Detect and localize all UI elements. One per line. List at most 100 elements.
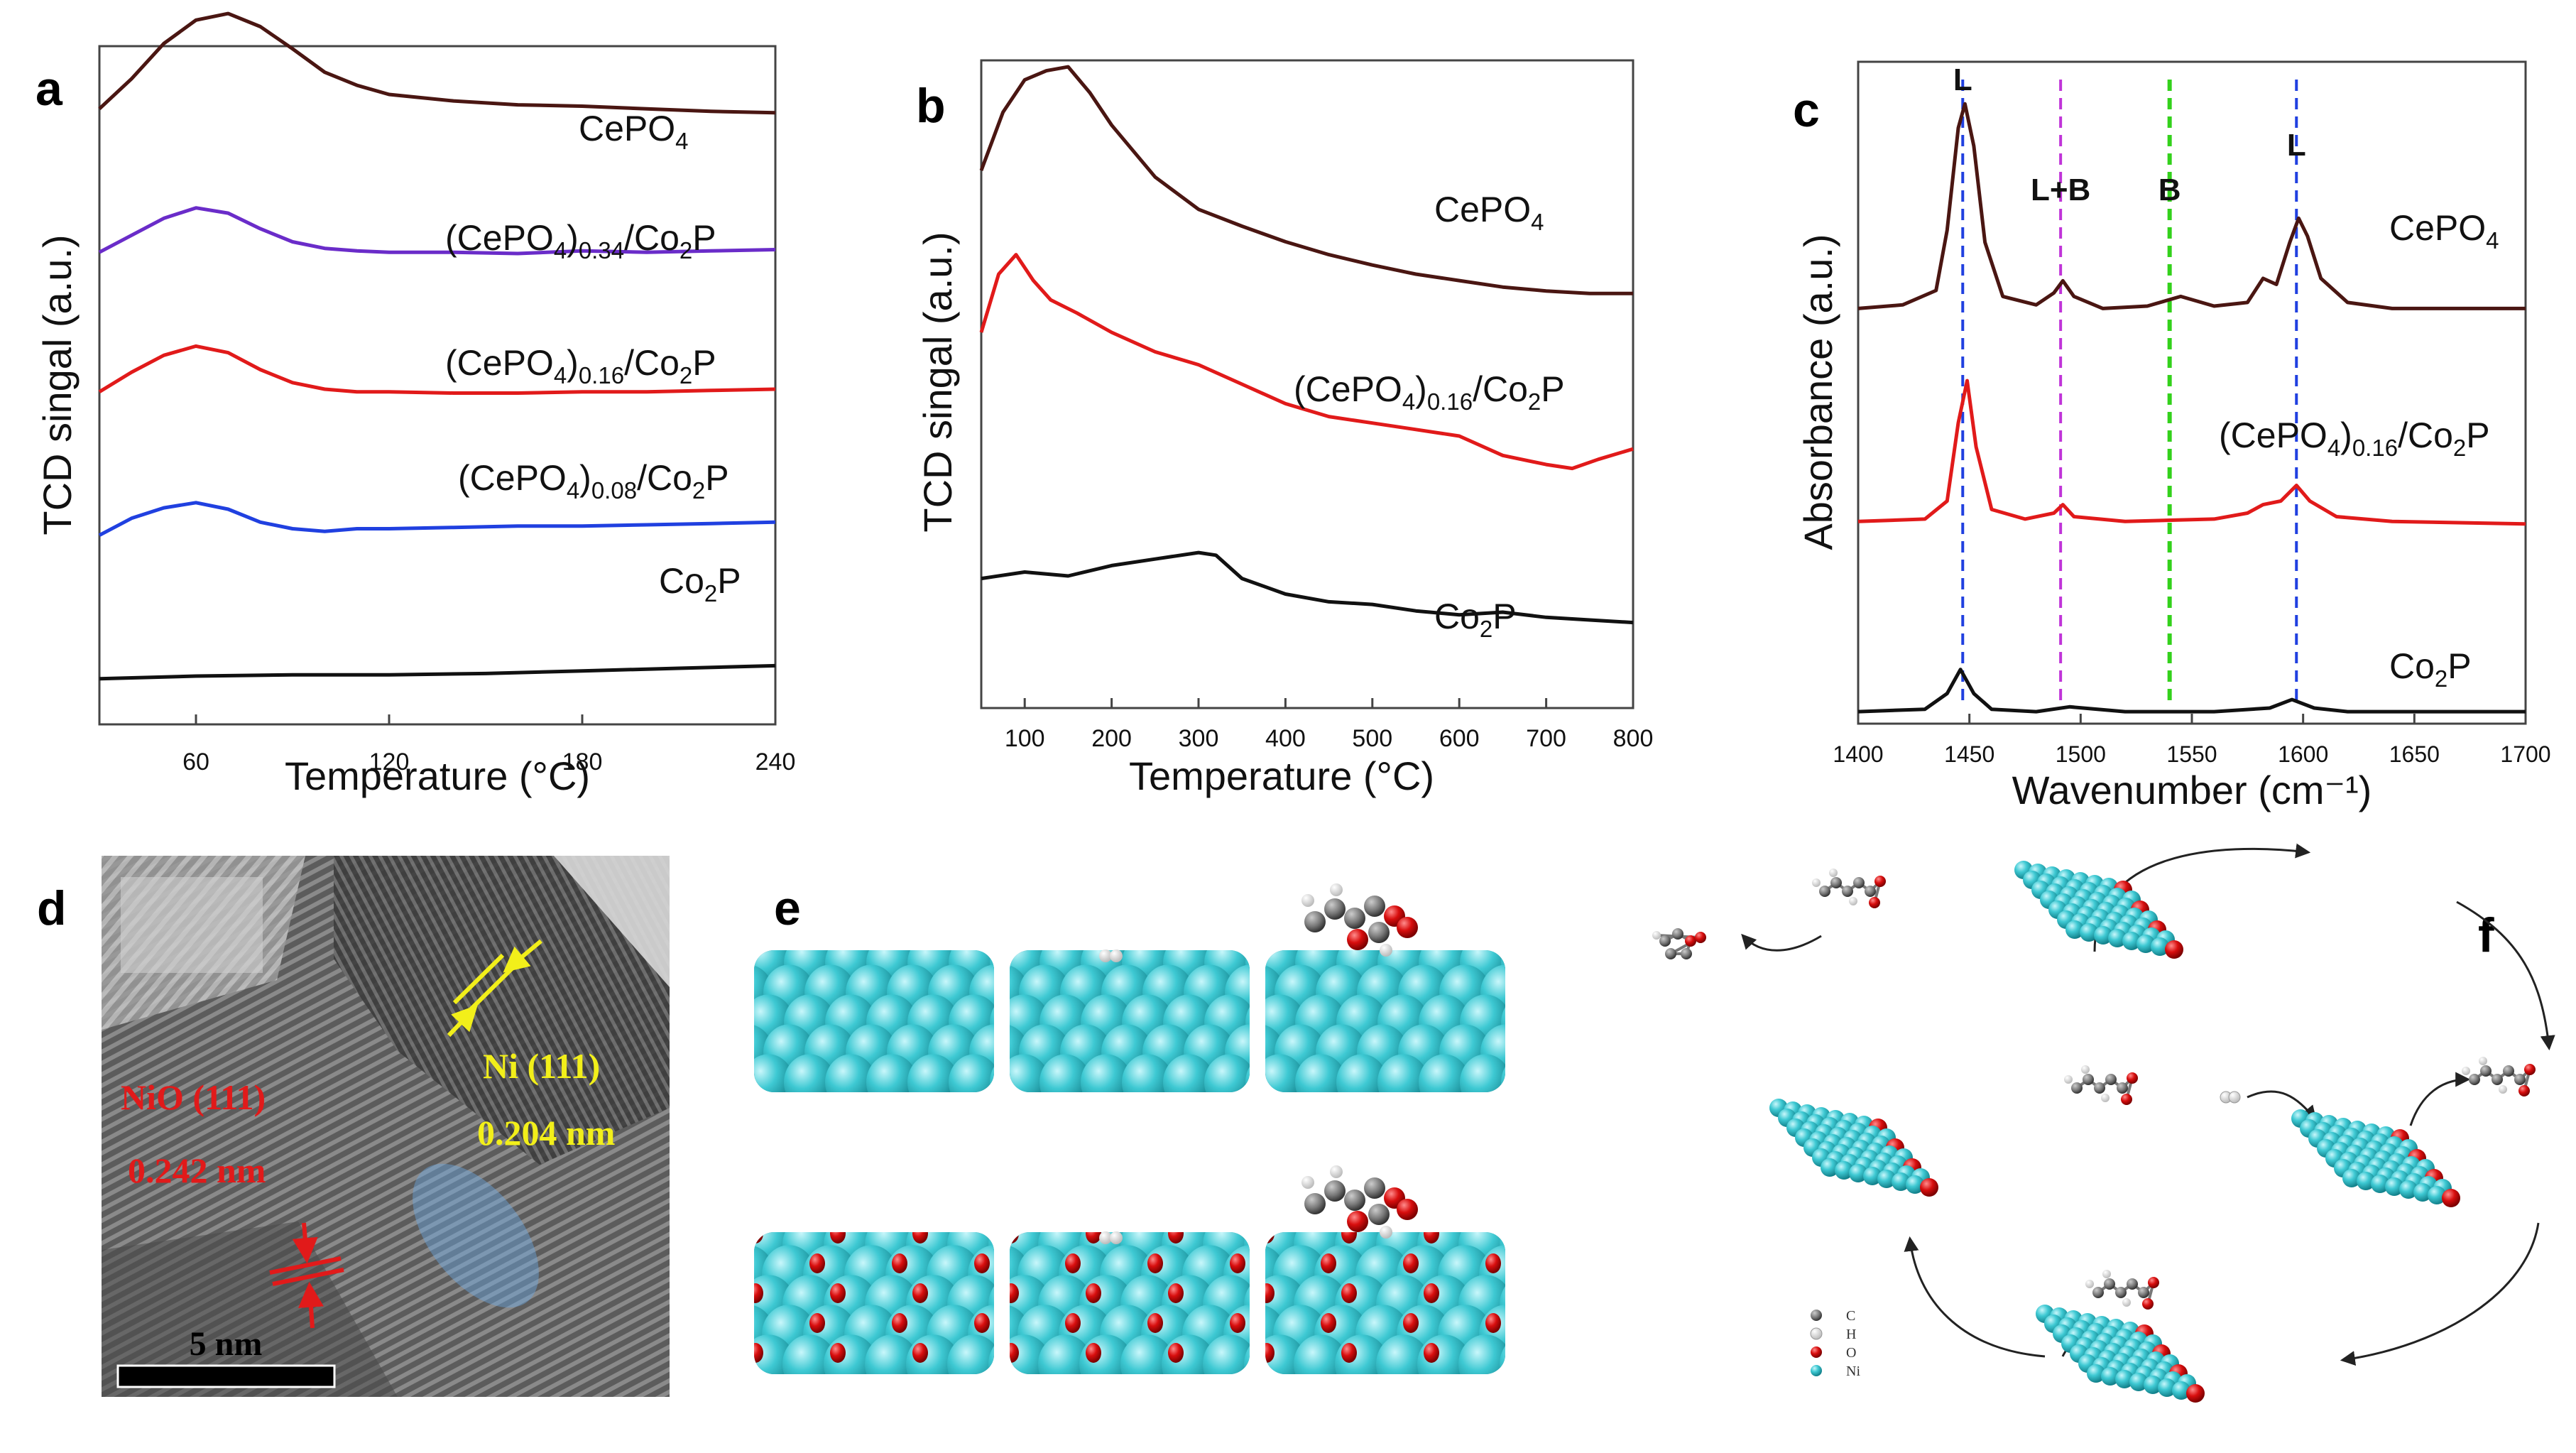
chart-c-xtick-label-4: 1600 [2278,741,2328,767]
ni-spacing-marker [447,939,542,1038]
chart-b-label-016: (CePO4)0.16/Co2P [1294,369,1565,415]
chart-c-frame [1857,60,2527,725]
chart-c-ref-label-2: B [2159,173,2181,207]
chart-b-label-co2p: Co2P [1434,597,1517,642]
chart-a-xtick-label-0: 60 [182,749,209,776]
chart-c: L L+B B L 1400 1450 1500 1550 1600 1650 1700 CePO… [1796,60,2551,812]
chart-c-ticks-group: 1400 1450 1500 1550 1600 1650 1700 [1833,714,2551,767]
panel-letter-b: b [916,79,946,133]
slab-tile-2 [1265,883,1505,1092]
h2-adsorption-arrow [2247,1090,2317,1121]
chart-c-ref-label-1: L+B [2031,173,2090,207]
chart-a-label-co2p: Co2P [659,561,741,606]
chart-b-series-labels: CePO4 (CePO4)0.16/Co2P Co2P [1294,190,1565,642]
slab-models [754,883,1505,1374]
panel-letter-e: e [774,881,801,935]
cycle-molecule-5 [2220,1091,2241,1104]
legend-ni-label: Ni [1846,1364,1860,1379]
chart-b-series-line-0 [979,65,1633,295]
chart-a-series-line-0 [98,11,776,115]
slab-tile-0 [754,950,994,1092]
panel-letter-a: a [36,62,63,116]
cycle-molecule-0 [1652,928,1706,959]
chart-c-series-line-2 [1857,668,2526,714]
chart-a-label-016: (CePO4)0.16/Co2P [445,343,716,388]
chart-c-reference-lines: L L+B B L [1953,62,2306,702]
chart-b-series-group [979,65,1634,625]
tem-highlight-region [413,1163,539,1308]
chart-a-ylabel: TCD singal (a.u.) [35,234,80,535]
chart-c-series-line-1 [1857,379,2526,526]
chart-c-xtick-label-3: 1550 [2166,741,2217,767]
chart-b-xtick-label-2: 300 [1179,725,1219,752]
nio-plane-label: NiO (111) [121,1077,266,1117]
cycle-slab-2 [2036,1305,2205,1403]
panel-letter-c: c [1793,83,1820,137]
chart-b-ticks-group: 100 200 300 400 500 600 700 800 [1005,698,1653,752]
cycle-molecule-3 [2462,1057,2536,1096]
chart-b-frame [980,59,1634,709]
chart-a-frame [98,45,777,726]
reaction-cycle: C H O Ni [1652,843,2555,1403]
chart-c-xtick-label-6: 1700 [2500,741,2550,767]
cycle-arrow-right-bottom [2340,1222,2540,1366]
chart-a: 60 120 180 240 CePO4 (CePO4)0.34/Co2P (CePO… [35,11,795,798]
nio-spacing-marker [269,1222,344,1329]
panel-letter-d: d [37,881,67,935]
tem-bright-patch [121,877,263,973]
legend-h-label: H [1846,1327,1856,1342]
cycle-arrow-right-top [2456,900,2555,1051]
chart-a-label-cepo4: CePO4 [579,109,689,154]
legend-o-label: O [1846,1345,1856,1361]
cycle-slab-0 [2014,861,2183,959]
ni-plane-label: Ni (111) [483,1046,600,1086]
legend-c-label: C [1846,1308,1855,1324]
chart-c-ref-label-0: L [1953,62,1972,97]
ni-spacing-label: 0.204 nm [477,1113,615,1153]
chart-b-xtick-label-4: 500 [1352,725,1392,752]
chart-b-series-line-2 [981,550,1634,625]
chart-a-xtick-label-1: 120 [369,749,410,776]
chart-b-series-line-1 [979,253,1634,471]
chart-a-series-line-4 [99,663,776,681]
cycle-molecules [1652,869,2536,1310]
legend-o-icon [1811,1346,1822,1358]
panel-letter-f: f [2478,908,2494,962]
scale-bar [116,1364,336,1388]
chart-b-xtick-label-6: 700 [1526,725,1566,752]
legend-c-icon [1811,1310,1822,1321]
chart-a-series-group [98,11,776,681]
cycle-slab-1 [2291,1109,2460,1207]
chart-b: 100 200 300 400 500 600 700 800 CePO4 (CePO4)0.… [915,59,1653,798]
cycle-arrow-bottom [1904,1236,2046,1358]
cycle-slabs [1769,861,2460,1403]
chart-a-series-labels: CePO4 (CePO4)0.34/Co2P (CePO4)0.16/Co2P … [445,109,741,606]
chart-c-label-cepo4: CePO4 [2389,208,2499,254]
cycle-molecule-2 [2064,1065,2138,1105]
chart-b-xtick-label-1: 200 [1091,725,1132,752]
slab-tile-4 [1010,1231,1250,1374]
chart-c-ylabel: Absorbance (a.u.) [1796,234,1840,550]
tem-grain-lower [102,1221,398,1397]
substrate-adsorption-arrow [2409,1072,2471,1126]
chart-a-xtick-label-2: 180 [562,749,603,776]
chart-c-xtick-label-5: 1650 [2389,741,2440,767]
chart-a-ticks-group: 60 120 180 240 [182,714,795,776]
chart-b-ylabel: TCD singal (a.u.) [915,232,960,532]
chart-c-label-co2p: Co2P [2389,646,2472,692]
slab-tile-3 [754,1232,994,1374]
chart-c-series-group [1857,102,2526,714]
chart-a-xtick-label-3: 240 [755,749,796,776]
legend-ni-icon [1811,1365,1822,1376]
tem-image: Ni (111) 0.204 nm NiO (111) 0.242 nm 5 n… [102,856,670,1397]
cycle-molecule-1 [1812,869,1886,908]
chart-b-xlabel: Temperature (°C) [1129,753,1434,798]
chart-c-xtick-label-0: 1400 [1833,741,1883,767]
slab-tile-5 [1265,1165,1505,1374]
chart-a-label-008: (CePO4)0.08/Co2P [458,458,729,504]
chart-c-label-016: (CePO4)0.16/Co2P [2219,415,2490,461]
product-release-arrow [1741,933,1822,952]
chart-a-series-line-2 [98,344,776,395]
chart-c-ref-label-3: L [2287,128,2306,163]
